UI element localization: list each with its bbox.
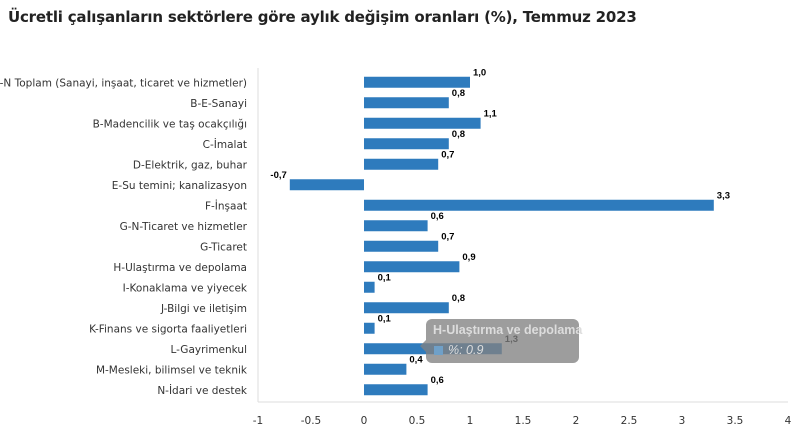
category-label: F-İnşaat <box>205 199 247 212</box>
data-label: 1,1 <box>484 108 498 119</box>
bar <box>364 138 449 150</box>
category-label: B-N Toplam (Sanayi, inşaat, ticaret ve h… <box>0 77 247 89</box>
category-label: J-Bilgi ve iletişim <box>160 303 247 315</box>
category-label: I-Konaklama ve yiyecek <box>123 282 248 294</box>
category-label: N-İdari ve destek <box>157 384 248 397</box>
category-label: L-Gayrimenkul <box>170 344 247 356</box>
x-tick-label: 0.5 <box>409 415 426 427</box>
category-label: M-Mesleki, bilimsel ve teknik <box>96 364 248 376</box>
x-tick-label: -0.5 <box>301 415 322 427</box>
x-tick-label: -1 <box>253 415 263 427</box>
data-label: 0,8 <box>452 293 465 304</box>
data-label: 0,8 <box>452 88 465 99</box>
data-label: 0,6 <box>431 375 444 386</box>
data-label: 0,6 <box>431 211 444 222</box>
bar <box>364 158 439 170</box>
data-label: 0,1 <box>378 272 392 283</box>
data-label: 3,3 <box>717 190 730 201</box>
data-label: 0,1 <box>378 313 392 324</box>
tooltip-title: H-Ulaştırma ve depolama <box>433 323 583 337</box>
bar <box>364 363 407 375</box>
bar <box>364 76 470 88</box>
chart-title: Ücretli çalışanların sektörlere göre ayl… <box>8 8 637 26</box>
category-label: G-Ticaret <box>200 241 247 253</box>
x-tick-label: 0 <box>361 415 368 427</box>
bar <box>364 281 375 293</box>
bar <box>364 199 714 211</box>
data-label: -0,7 <box>270 170 286 181</box>
category-label: C-İmalat <box>203 138 247 151</box>
bar <box>364 220 428 232</box>
data-label: 0,8 <box>452 129 465 140</box>
x-tick-label: 3 <box>679 415 686 427</box>
category-label: B-Madencilik ve taş ocakçılığı <box>93 118 247 130</box>
tooltip-value: %: 0.9 <box>448 343 484 357</box>
tooltip: H-Ulaştırma ve depolama %: 0.9 <box>420 319 583 363</box>
bar <box>364 322 375 334</box>
bar <box>364 240 439 252</box>
x-tick-label: 2 <box>573 415 580 427</box>
category-label: H-Ulaştırma ve depolama <box>113 262 247 274</box>
bar <box>364 117 481 129</box>
data-label: 0,4 <box>409 354 423 365</box>
x-tick-label: 4 <box>785 415 792 427</box>
data-label: 1,0 <box>473 67 486 78</box>
category-label: E-Su temini; kanalizasyon <box>112 180 247 192</box>
bar <box>364 97 449 109</box>
category-label: D-Elektrik, gaz, buhar <box>133 159 248 171</box>
data-label: 0,7 <box>441 231 454 242</box>
category-label: K-Finans ve sigorta faaliyetleri <box>89 323 247 335</box>
category-label: G-N-Ticaret ve hizmetler <box>120 221 248 233</box>
category-label: B-E-Sanayi <box>190 98 247 110</box>
bar <box>364 384 428 396</box>
x-tick-label: 2.5 <box>621 415 638 427</box>
bar <box>289 179 364 191</box>
tooltip-swatch <box>434 346 443 355</box>
data-label: 0,7 <box>441 149 454 160</box>
bar <box>364 302 449 314</box>
x-tick-label: 1 <box>467 415 474 427</box>
x-tick-label: 1.5 <box>515 415 532 427</box>
bar <box>364 261 460 273</box>
data-label: 0,9 <box>462 252 475 263</box>
x-tick-label: 3.5 <box>727 415 744 427</box>
